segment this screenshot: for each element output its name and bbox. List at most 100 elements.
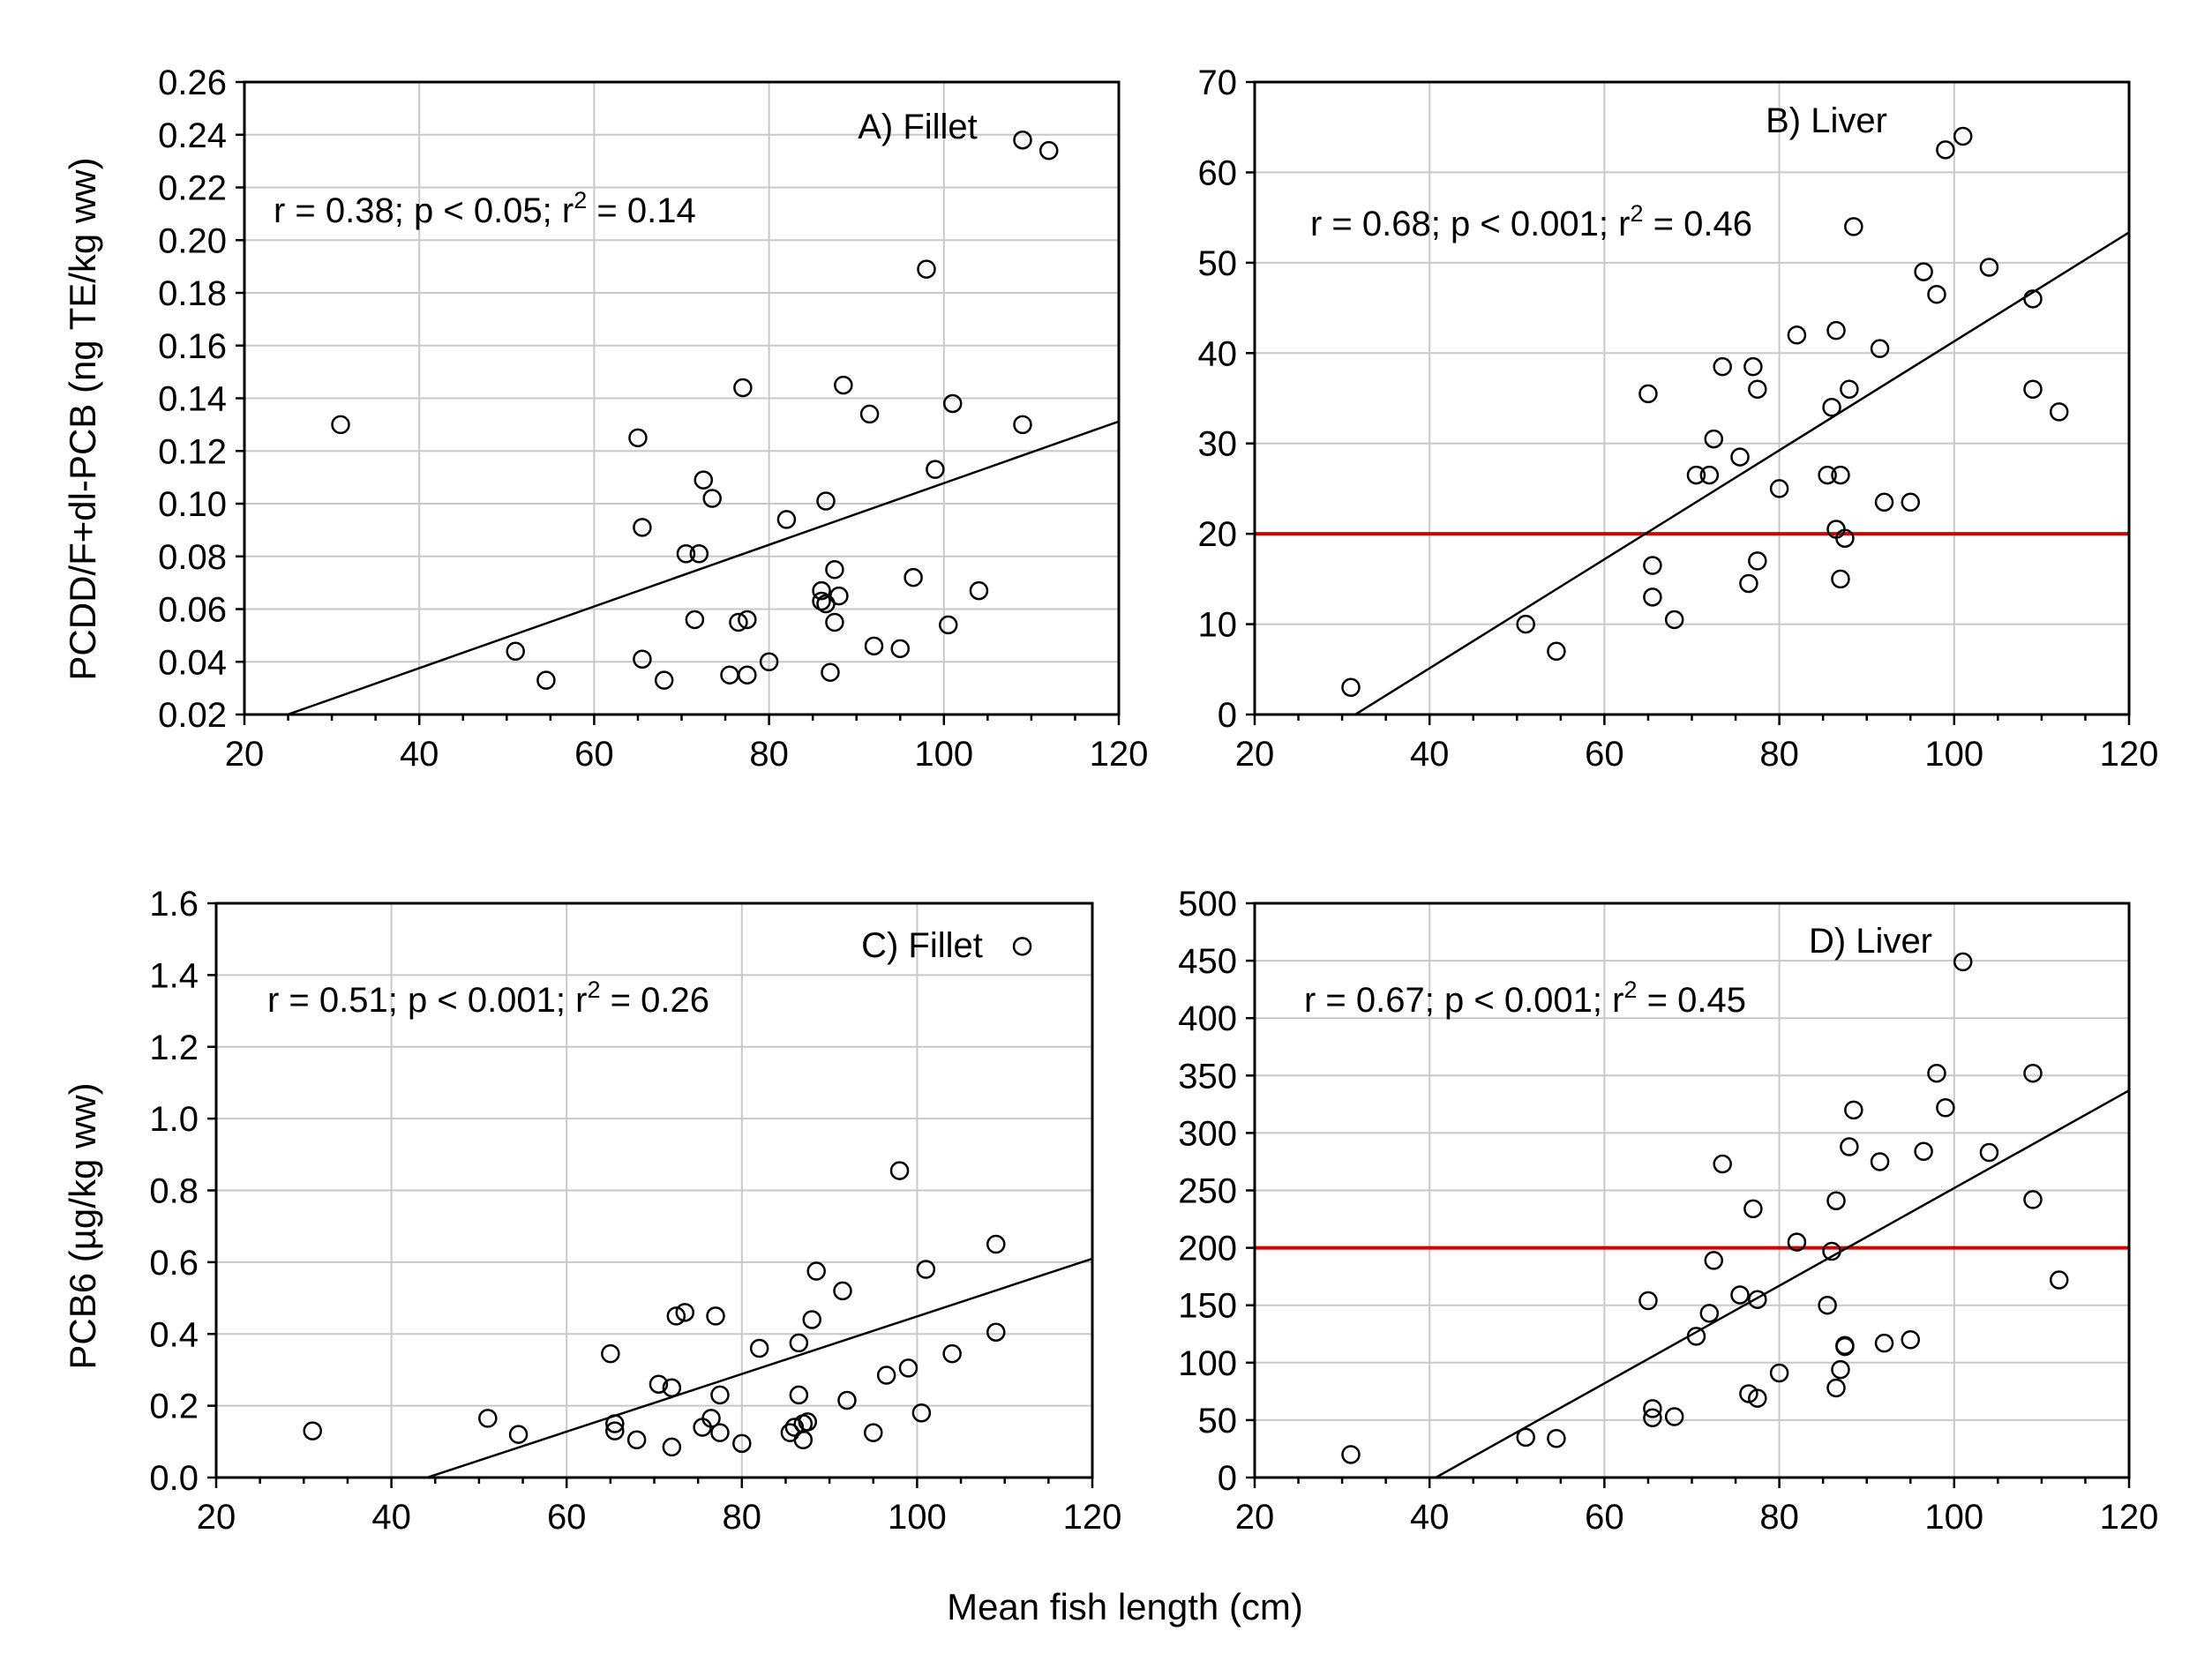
data-point (986, 1322, 1006, 1342)
data-point (1341, 677, 1361, 698)
y-tick-label: 0.12 (158, 432, 227, 471)
data-point (911, 1403, 932, 1423)
data-point (506, 641, 525, 662)
data-point (1664, 1407, 1684, 1426)
x-tick-label: 120 (2100, 1498, 2159, 1537)
y-tick-label: 0.26 (158, 64, 227, 102)
stats-text: r = 0.38; p < 0.05; r (274, 191, 574, 230)
x-tick-label: 120 (1090, 735, 1149, 774)
data-point (1686, 1327, 1706, 1346)
x-tick-label: 100 (914, 735, 973, 774)
x-tick-label: 20 (197, 1498, 236, 1537)
data-point (654, 670, 674, 690)
y-tick-label: 500 (1178, 885, 1237, 924)
data-point (733, 378, 753, 398)
y-tick-label: 1.0 (149, 1100, 199, 1139)
data-point (1826, 1378, 1846, 1398)
data-point (1643, 1399, 1662, 1418)
data-point (1953, 126, 1973, 146)
data-point (1699, 465, 1720, 485)
y-tick-label: 0 (1218, 696, 1237, 735)
plot-frame (1253, 80, 2131, 716)
x-tick-label: 60 (547, 1498, 587, 1537)
data-point (942, 1343, 962, 1364)
stats-text: = 0.26 (601, 981, 709, 1020)
data-point (916, 1260, 936, 1279)
data-point (1826, 1191, 1846, 1210)
x-tick-label: 100 (1924, 735, 1983, 774)
data-point (749, 1338, 769, 1358)
x-tick-label: 40 (400, 735, 439, 774)
data-point (1547, 1428, 1566, 1448)
data-point (1743, 356, 1763, 377)
regression-line (284, 420, 1119, 715)
data-point (812, 591, 831, 611)
x-tick-label: 40 (371, 1498, 411, 1537)
data-point (825, 559, 844, 580)
data-point (837, 1390, 857, 1410)
data-point (701, 1409, 721, 1428)
data-point (662, 1437, 682, 1457)
y-tick-label: 0.8 (149, 1172, 199, 1211)
y-tick-label: 40 (1198, 334, 1238, 373)
stats-annotation: r = 0.51; p < 0.001; r2 = 0.26 (267, 976, 709, 1020)
y-tick-label: 0.02 (158, 696, 227, 735)
data-point (1914, 262, 1933, 281)
data-point (702, 489, 722, 508)
data-point (1822, 1241, 1841, 1261)
stats-text: = 0.46 (1644, 205, 1752, 243)
data-point (710, 1385, 730, 1405)
data-point (793, 1430, 814, 1450)
data-point (2023, 379, 2043, 400)
regression-line (424, 1257, 1092, 1478)
data-point (1831, 1359, 1850, 1380)
x-tick-label: 80 (1759, 1498, 1799, 1537)
data-point (2023, 1063, 2043, 1083)
y-tick-label: 50 (1198, 1402, 1238, 1440)
data-point (926, 460, 945, 479)
data-point (1835, 1336, 1855, 1357)
data-point (1953, 952, 1973, 972)
data-point (628, 428, 648, 448)
data-point (633, 518, 652, 537)
y-tick-label: 0.18 (158, 274, 227, 313)
data-point (890, 639, 910, 659)
data-point (1914, 1141, 1933, 1161)
data-point (1769, 1363, 1789, 1383)
stats-text: r = 0.68; p < 0.001; r (1310, 205, 1630, 243)
y-tick-label: 0 (1218, 1459, 1237, 1498)
data-point (685, 610, 705, 630)
data-point (1704, 429, 1724, 449)
data-point (1643, 1408, 1662, 1428)
x-tick-label: 80 (723, 1498, 762, 1537)
data-point (710, 1423, 730, 1442)
x-tick-label: 100 (888, 1498, 947, 1537)
data-point (1039, 140, 1059, 161)
data-point (1643, 587, 1662, 607)
data-point (1874, 1333, 1894, 1353)
data-point (1748, 1290, 1767, 1309)
data-point (1748, 379, 1767, 400)
y-tick-label: 0.24 (158, 116, 227, 155)
data-point (889, 1161, 910, 1180)
y-axis-title-bottom: PCB6 (µg/kg ww) (62, 1082, 103, 1369)
data-point (1013, 130, 1032, 150)
panel-title: D) Liver (1809, 922, 1932, 961)
superscript-2: 2 (587, 976, 600, 1003)
data-point (1012, 937, 1032, 956)
data-point (676, 544, 696, 564)
data-point (1341, 1445, 1361, 1464)
data-point (601, 1343, 620, 1364)
data-point (1927, 1063, 1946, 1083)
y-tick-label: 0.10 (158, 485, 227, 524)
data-point (536, 670, 556, 690)
data-point (1831, 465, 1850, 485)
panel-title: A) Fillet (858, 108, 978, 146)
panel-d: 20 40 60 80 100 120 0 50 100 150 200 250 300 350 400 45… (1178, 885, 2159, 1537)
stats-text: = 0.45 (1638, 981, 1746, 1020)
data-point (784, 1418, 805, 1437)
data-point (666, 1306, 686, 1326)
data-point (633, 649, 652, 670)
data-point (1901, 1330, 1920, 1350)
